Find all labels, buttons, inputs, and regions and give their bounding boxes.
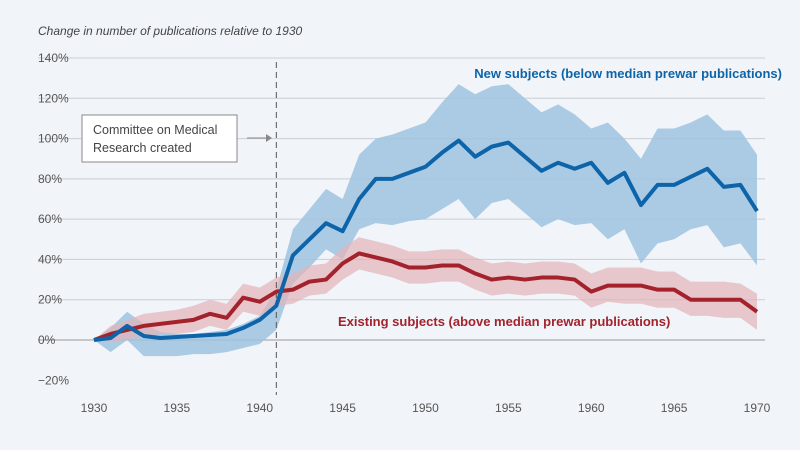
x-tick-label: 1940: [246, 401, 273, 415]
x-tick-label: 1945: [329, 401, 356, 415]
x-tick-label: 1950: [412, 401, 439, 415]
confidence-bands: [94, 84, 757, 357]
chart-subtitle: Change in number of publications relativ…: [38, 24, 302, 38]
annotation: Committee on Medical Research created: [81, 114, 272, 163]
confidence-band-existing: [94, 237, 757, 343]
series-lines: [93, 138, 759, 342]
x-tick-label: 1930: [81, 401, 108, 415]
legend-existing-subjects: Existing subjects (above median prewar p…: [338, 314, 670, 329]
y-tick-label: 80%: [38, 172, 62, 186]
y-tick-label: 100%: [38, 132, 69, 146]
x-tick-label: 1965: [661, 401, 688, 415]
x-tick-label: 1955: [495, 401, 522, 415]
annotation-line-1: Committee on Medical: [93, 123, 217, 137]
y-tick-label: 40%: [38, 252, 62, 266]
x-tick-label: 1960: [578, 401, 605, 415]
annotation-box: [81, 114, 238, 163]
y-tick-label: 60%: [38, 212, 62, 226]
y-tick-label: 20%: [38, 293, 62, 307]
arrow-head-icon: [266, 134, 272, 142]
y-tick-label: 120%: [38, 91, 69, 105]
y-tick-label: 140%: [38, 51, 69, 65]
x-tick-label: 1970: [744, 401, 771, 415]
y-tick-label: −20%: [38, 373, 69, 387]
y-axis: 140% 120% 100% 80% 60% 40% 20% 0% −20%: [38, 51, 69, 387]
legend-new-subjects: New subjects (below median prewar public…: [474, 66, 782, 81]
x-axis: 1930 1935 1940 1945 1950 1955 1960 1965 1970: [81, 401, 771, 415]
confidence-band-new: [94, 84, 757, 357]
annotation-line-2: Research created: [93, 141, 192, 155]
x-tick-label: 1935: [164, 401, 191, 415]
y-tick-label: 0%: [38, 333, 56, 347]
